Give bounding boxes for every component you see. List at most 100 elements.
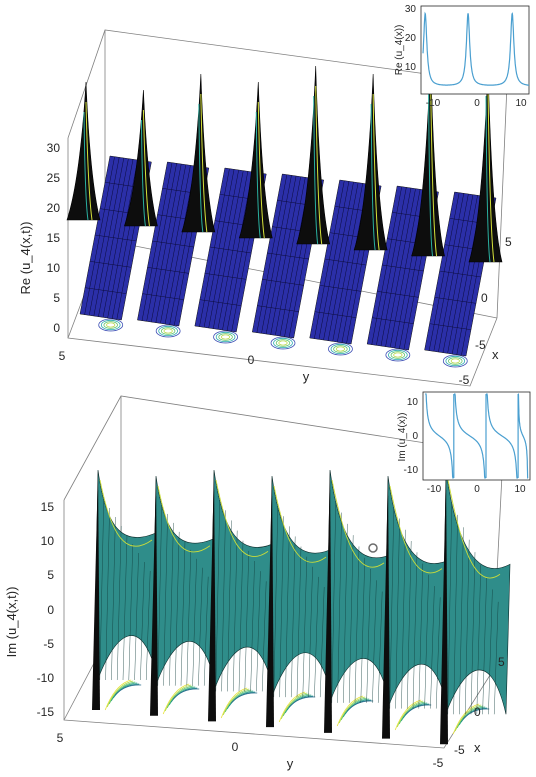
im-mesh-line <box>401 529 406 709</box>
im-mesh-line <box>476 564 481 715</box>
re-y-tick: 0 <box>248 353 255 367</box>
im-contour-line <box>168 686 196 706</box>
re-spike-highlight <box>142 109 150 227</box>
im-mesh-line <box>447 502 452 715</box>
re-spike-highlight <box>428 87 434 257</box>
im-z-tick: -5 <box>43 637 54 651</box>
im-z-tick: 0 <box>47 603 54 617</box>
re-inset-y-tick: 10 <box>405 62 417 73</box>
re-inset-curve <box>422 11 530 86</box>
im-mesh-line <box>343 523 348 703</box>
re-spike-highlight <box>313 95 319 245</box>
im-spike <box>208 470 216 722</box>
re-x-tick: 5 <box>505 235 512 249</box>
im-surface-segment <box>266 475 337 728</box>
im-mesh-line <box>407 541 412 709</box>
im-mesh-line <box>465 539 470 715</box>
im-mesh-line <box>494 601 499 715</box>
re-contour-ring <box>333 345 348 353</box>
im-ridge-highlight <box>99 479 153 547</box>
im-contour-line <box>452 703 480 735</box>
im-mesh-line <box>285 526 290 698</box>
re-inset: 30 20 10 -10 0 10 Re (u_4(x)) <box>394 4 530 109</box>
im-mesh-line <box>418 563 423 709</box>
im-contour-projection <box>104 679 490 735</box>
re-mesh-line <box>372 317 414 324</box>
re-inset-x-tick: -10 <box>426 98 441 109</box>
im-spike <box>382 476 390 739</box>
re-mesh-line <box>429 323 472 330</box>
re-spike-highlight <box>140 119 146 227</box>
re-mesh-line <box>434 297 477 304</box>
re-z-tick: 20 <box>47 201 61 215</box>
re-contour-ring <box>390 351 406 359</box>
im-inset-y-tick: -10 <box>404 465 419 476</box>
im-y-tick: 0 <box>232 740 239 754</box>
im-mesh-line <box>238 540 244 692</box>
im-mesh-line <box>366 568 371 703</box>
re-contour-ring <box>270 336 296 350</box>
re-contour-ring <box>442 354 468 368</box>
im-mesh-line <box>163 513 168 686</box>
im-mesh-line <box>430 586 435 709</box>
im-spike <box>440 470 448 745</box>
im-contour-line <box>346 700 374 712</box>
im-spike <box>150 476 158 716</box>
re-mesh-line <box>147 267 189 274</box>
im-mesh-line <box>395 518 400 709</box>
re-x-tick: -5 <box>475 338 486 352</box>
im-inset-x-tick: -10 <box>427 484 442 495</box>
re-mesh-line <box>204 273 247 280</box>
im-ridge-highlight <box>215 479 269 557</box>
im-contour-line <box>280 692 308 720</box>
re-mesh-line <box>257 305 299 312</box>
im-inset: 10 0 -10 -10 0 10 Im (u_4(x)) <box>397 391 531 495</box>
re-spike-highlight <box>85 101 93 221</box>
re-spike-highlight <box>198 103 204 233</box>
im-mesh-line <box>273 506 278 698</box>
im-z-axis-label: Im (u_4(x,t)) <box>4 587 19 658</box>
im-contour-line <box>104 679 132 711</box>
re-z-tick: 10 <box>47 261 61 275</box>
im-mesh-line <box>146 570 151 681</box>
im-x-tick: -5 <box>454 743 465 757</box>
im-contour-line <box>288 696 316 708</box>
re-z-tick: 25 <box>47 171 61 185</box>
im-z-tick: 15 <box>41 500 55 514</box>
re-mesh-line <box>324 258 367 266</box>
re-z-tick: 0 <box>53 321 60 335</box>
im-contour-line <box>336 695 364 727</box>
re-contour-ring <box>385 348 411 362</box>
re-contour-ring <box>218 333 233 341</box>
re-spike <box>468 65 503 263</box>
im-mesh-line <box>180 540 186 686</box>
im-contour-line <box>404 704 432 716</box>
re-y-tick: -5 <box>459 373 470 387</box>
re-mesh-line <box>199 299 242 306</box>
re-mesh-line <box>89 261 132 268</box>
re-spike <box>66 81 101 221</box>
re-contour-ring <box>445 355 466 367</box>
im-mesh-line <box>412 552 418 709</box>
im-mesh-line <box>175 531 180 686</box>
re-spike <box>296 65 331 245</box>
im-mesh-line <box>99 498 104 681</box>
re-mesh-line <box>314 311 357 318</box>
im-surface-segment <box>324 469 395 733</box>
im-surface-segment <box>92 469 163 710</box>
re-contour-ring <box>213 330 238 344</box>
im-contour-line <box>454 704 482 732</box>
im-contour-line <box>338 696 366 724</box>
im-z-tick: 5 <box>47 568 54 582</box>
re-contour-ring <box>100 319 121 331</box>
im-mesh-line <box>140 561 145 681</box>
im-contour-line <box>162 683 190 715</box>
im-spike <box>324 470 332 733</box>
im-x-tick: 0 <box>474 705 481 719</box>
im-inset-curve <box>425 393 529 479</box>
re-z-tick: 15 <box>47 231 61 245</box>
re-spike-highlight <box>255 111 261 239</box>
re-z-tick: 5 <box>53 291 60 305</box>
im-contour-line <box>220 687 248 719</box>
im-mesh-line <box>192 558 197 686</box>
